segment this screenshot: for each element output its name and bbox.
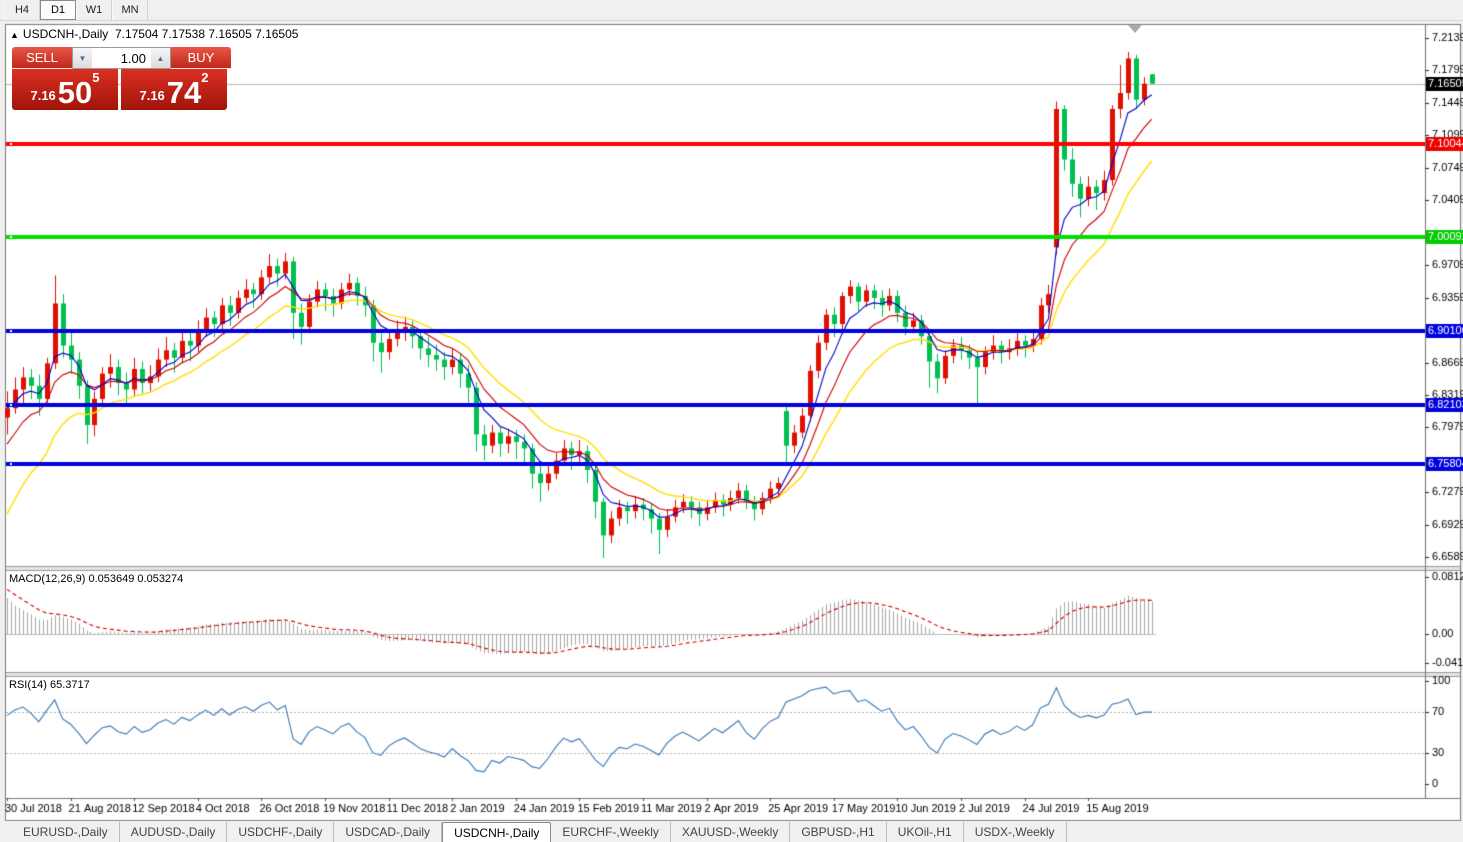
chart-title: ▲ USDCNH-,Daily 7.17504 7.17538 7.16505 7… [10,27,298,41]
tab-usdchf-daily[interactable]: USDCHF-,Daily [227,822,335,842]
sell-price-pipette: 5 [92,70,100,85]
timeframe-button-w1[interactable]: W1 [76,0,112,20]
chevron-up-icon: ▲ [156,53,165,63]
volume-increase-button[interactable]: ▲ [151,48,170,68]
buy-button[interactable]: BUY [171,47,231,69]
rsi-indicator-label: RSI(14) 65.3717 [9,679,90,691]
symbol-tab-bar: EURUSD-,Daily AUDUSD-,Daily USDCHF-,Daily U… [0,822,1463,842]
buy-price-pipette: 2 [201,70,209,85]
tab-ukoil-h1[interactable]: UKOil-,H1 [887,822,964,842]
chart-window: ▲ USDCNH-,Daily 7.17504 7.17538 7.16505 7… [0,21,1463,822]
volume-decrease-button[interactable]: ▼ [73,48,92,68]
tab-eurusd-daily[interactable]: EURUSD-,Daily [12,822,120,842]
volume-spinner: ▼ ▲ [72,47,171,69]
sell-price-button[interactable]: 7.16 50 5 [12,69,118,110]
collapse-arrow-icon[interactable]: ▲ [10,30,19,40]
macd-indicator-label: MACD(12,26,9) 0.053649 0.053274 [9,573,184,585]
tab-usdcnh-daily[interactable]: USDCNH-,Daily [442,822,552,842]
tab-usdx-weekly[interactable]: USDX-,Weekly [964,822,1067,842]
timeframe-button-d1[interactable]: D1 [40,0,76,20]
chart-title-symbol: USDCNH-,Daily [22,27,109,41]
sell-price-big: 50 [57,75,93,110]
tab-audusd-daily[interactable]: AUDUSD-,Daily [120,822,228,842]
price-chart-canvas[interactable] [0,21,1463,822]
sell-price-prefix: 7.16 [30,88,56,103]
chevron-down-icon: ▼ [78,53,87,63]
timeframe-button-mn[interactable]: MN [112,0,148,20]
chart-title-ohlc: 7.17504 7.17538 7.16505 7.16505 [114,27,299,41]
scroll-marker-icon [1128,25,1142,33]
timeframe-toolbar: H4 D1 W1 MN [0,0,1463,21]
tab-gbpusd-h1[interactable]: GBPUSD-,H1 [790,822,887,842]
sell-button[interactable]: SELL [12,47,72,69]
one-click-trade-panel: SELL ▼ ▲ BUY 7.16 50 5 7.16 74 2 [12,47,231,110]
tab-eurchf-weekly[interactable]: EURCHF-,Weekly [551,822,671,842]
tab-xauusd-weekly[interactable]: XAUUSD-,Weekly [671,822,791,842]
timeframe-button-h4[interactable]: H4 [4,0,40,20]
buy-price-big: 74 [166,75,202,110]
tab-usdcad-daily[interactable]: USDCAD-,Daily [334,822,443,842]
volume-input[interactable] [92,48,151,68]
buy-price-button[interactable]: 7.16 74 2 [121,69,227,110]
buy-price-prefix: 7.16 [139,88,165,103]
